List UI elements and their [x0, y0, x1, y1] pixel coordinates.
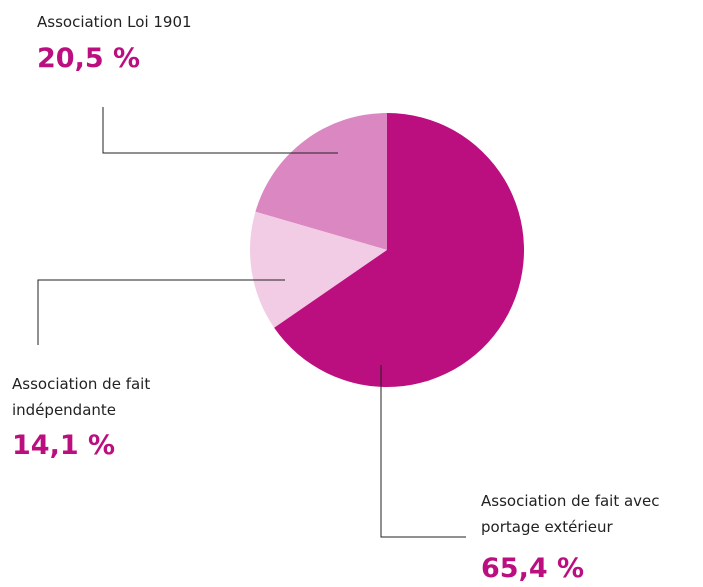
value-label: 14,1 % — [12, 430, 116, 461]
leader-line — [102, 107, 338, 154]
leader-line — [37, 279, 285, 345]
pie-slice — [274, 113, 524, 387]
slice-label: Association Loi 1901 — [37, 13, 192, 31]
slice-label: Association de fait indépendante — [12, 375, 151, 419]
pie-slice — [255, 113, 387, 250]
slice-label: Association de fait avec portage extérie… — [481, 492, 660, 536]
value-label: 65,4 % — [481, 553, 585, 584]
value-label: 20,5 % — [37, 43, 141, 74]
leader-line — [380, 365, 466, 538]
pie-slice — [249, 211, 387, 328]
